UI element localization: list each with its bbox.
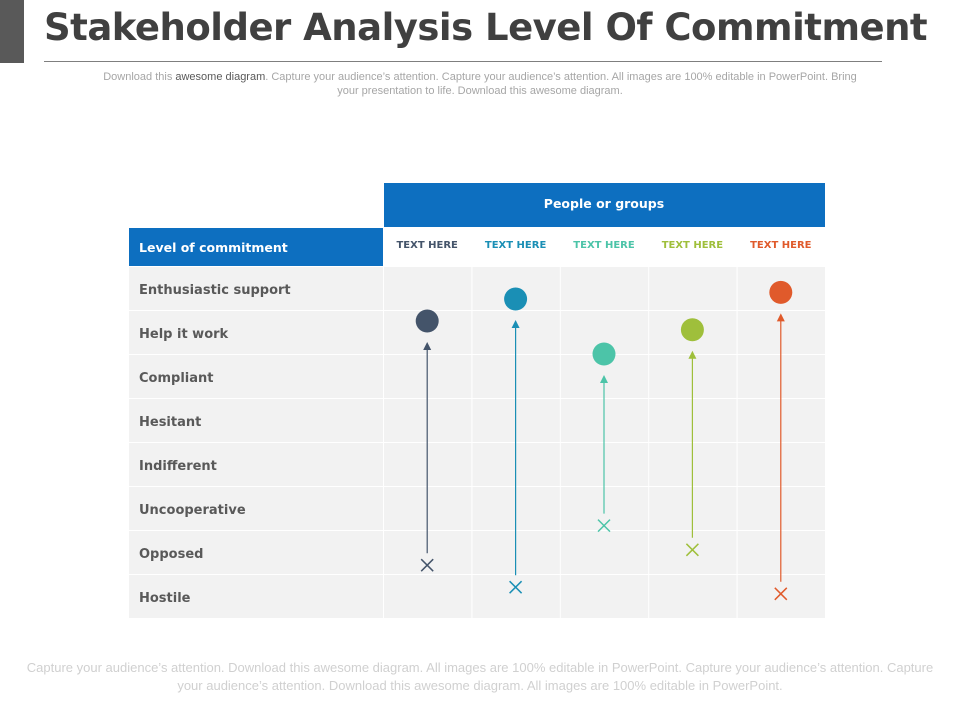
- stakeholder-mark-4: [680, 318, 704, 557]
- level-label-cell: [129, 311, 383, 354]
- level-label-cell: [129, 355, 383, 398]
- grid-cell: [384, 267, 472, 310]
- column-header-cell: [737, 228, 825, 266]
- target-level-circle: [680, 318, 704, 342]
- grid-cell: [384, 575, 472, 618]
- subtitle-pre: Download this: [103, 71, 176, 83]
- level-label-cell: [129, 399, 383, 442]
- column-header-cell: [649, 228, 737, 266]
- grid-cell: [737, 575, 825, 618]
- group-header-label: People or groups: [544, 196, 664, 211]
- title-accent-block: [0, 0, 24, 63]
- column-header-label: TEXT HERE: [396, 240, 458, 251]
- grid-cell: [649, 575, 737, 618]
- commitment-marks: [415, 280, 793, 601]
- level-label: Opposed: [139, 547, 203, 562]
- column-header-label: TEXT HERE: [573, 240, 635, 251]
- current-level-cross: [509, 580, 523, 594]
- level-label: Hostile: [139, 591, 191, 606]
- group-header-bar: [384, 183, 825, 227]
- current-level-cross: [597, 519, 611, 533]
- stakeholder-mark-5: [769, 280, 793, 601]
- column-header-cell: [384, 228, 472, 266]
- title-divider: [44, 61, 882, 62]
- target-level-circle: [592, 342, 616, 366]
- level-label-cell: [129, 267, 383, 310]
- arrow-head: [776, 313, 785, 322]
- column-header-cell: [560, 228, 649, 266]
- level-label-cell: [129, 487, 383, 530]
- grid-cell: [560, 267, 649, 310]
- arrow-head: [511, 320, 520, 328]
- grid-cell: [649, 267, 737, 310]
- level-label: Uncooperative: [139, 503, 246, 518]
- level-label: Enthusiastic support: [139, 283, 291, 298]
- stakeholder-mark-1: [415, 309, 439, 572]
- footer-text: Capture your audience’s attention. Downl…: [26, 660, 934, 693]
- level-label: Help it work: [139, 327, 229, 342]
- level-label: Hesitant: [139, 415, 201, 430]
- current-level-cross: [685, 543, 699, 557]
- grid-cell: [649, 531, 737, 574]
- arrow-head: [600, 375, 608, 383]
- level-label-cell: [129, 443, 383, 486]
- subtitle-highlight: awesome diagram: [175, 71, 266, 83]
- column-header-label: TEXT HERE: [750, 240, 812, 251]
- stakeholder-mark-2: [504, 287, 528, 594]
- page-title: Stakeholder Analysis Level Of Commitment: [44, 6, 928, 49]
- row-header-cell: [129, 228, 383, 266]
- grid-cell: [560, 531, 649, 574]
- column-header-label: TEXT HERE: [485, 240, 547, 251]
- row-header-label: Level of commitment: [139, 240, 288, 255]
- target-level-circle: [504, 287, 528, 311]
- level-label: Indifferent: [139, 459, 217, 474]
- arrow-head: [688, 350, 697, 359]
- table-grid: People or groups Level of commitment TEXT …: [129, 183, 825, 618]
- grid-cell: [560, 575, 649, 618]
- stakeholder-mark-3: [592, 342, 616, 533]
- target-level-circle: [415, 309, 439, 333]
- target-level-circle: [769, 280, 793, 304]
- column-header-label: TEXT HERE: [662, 240, 724, 251]
- column-header-cell: [472, 228, 560, 266]
- grid-cell: [472, 575, 560, 618]
- page-subtitle: Download this awesome diagram. Capture y…: [100, 70, 860, 98]
- subtitle-post: . Capture your audience’s attention. Cap…: [265, 71, 857, 97]
- current-level-cross: [420, 558, 434, 572]
- arrow-head: [423, 342, 432, 350]
- level-label: Compliant: [139, 371, 213, 386]
- current-level-cross: [774, 587, 788, 601]
- level-label-cell: [129, 531, 383, 574]
- level-label-cell: [129, 575, 383, 618]
